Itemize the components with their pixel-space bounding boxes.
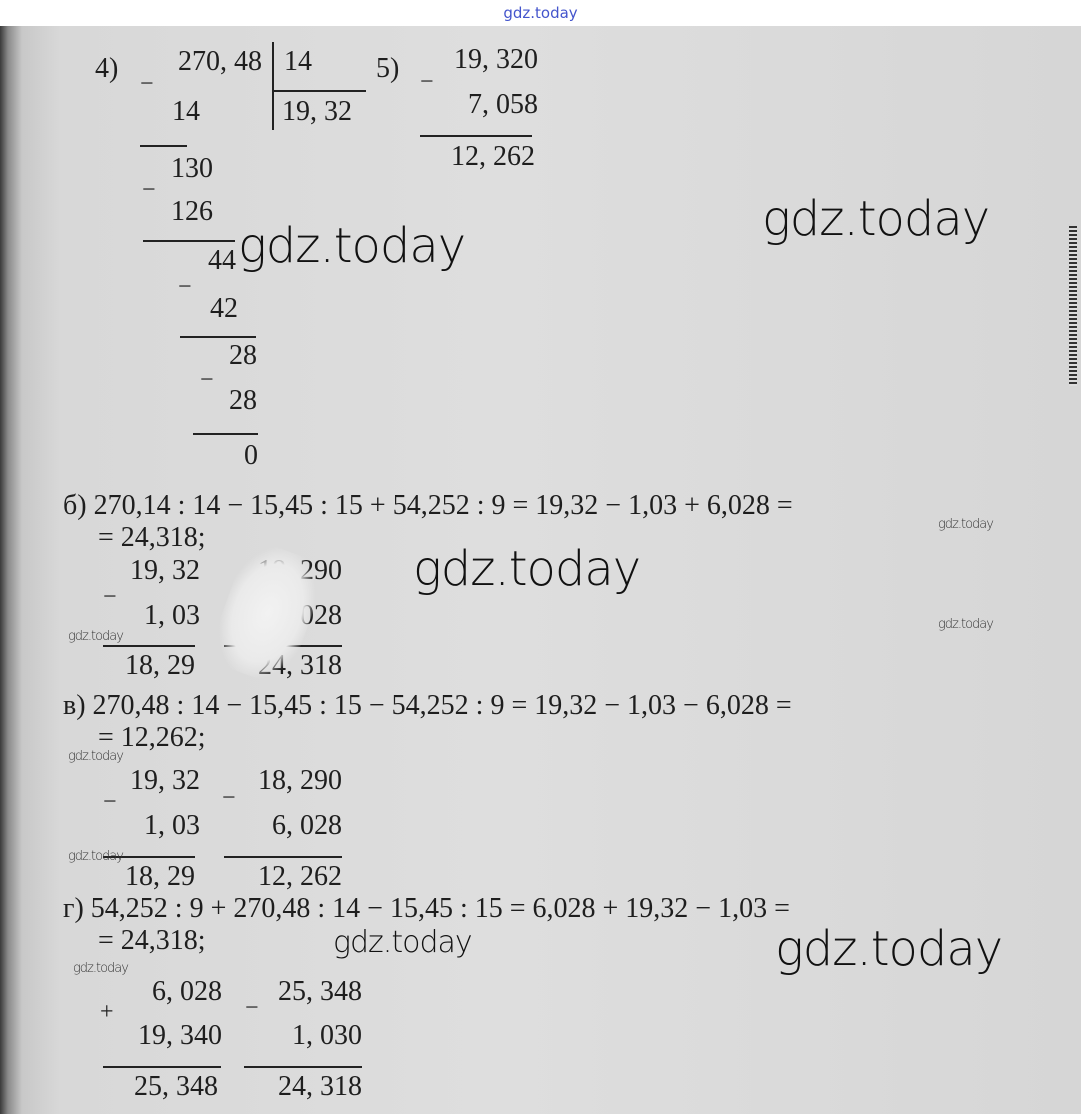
watermark: gdz.today	[938, 517, 994, 532]
part5-label: 5)	[376, 53, 400, 84]
divisor-line	[274, 90, 366, 92]
column-value: 1, 030	[292, 1020, 362, 1051]
subtrahend: 7, 058	[468, 89, 538, 120]
watermark: gdz.today	[775, 921, 1003, 977]
equation-v-line2: = 12,262;	[98, 722, 206, 753]
column-value: 18, 29	[125, 861, 195, 892]
minus-sign: −	[420, 69, 434, 95]
watermark: gdz.today	[68, 629, 124, 644]
column-value: 25, 348	[134, 1071, 218, 1102]
quotient: 19, 32	[282, 96, 352, 127]
column-value: 19, 32	[130, 765, 200, 796]
column-value: 6, 028	[272, 810, 342, 841]
division-step: 28	[229, 385, 257, 416]
page-edge-binding	[1069, 226, 1077, 386]
dividend: 270, 48	[178, 46, 262, 77]
division-line	[193, 433, 258, 435]
sum-line	[103, 1066, 221, 1068]
watermark: gdz.today	[413, 541, 641, 597]
division-step: 130	[171, 153, 213, 184]
plus-sign: +	[100, 999, 114, 1025]
equation-g-line1: г) 54,252 : 9 + 270,48 : 14 − 15,45 : 15…	[63, 893, 790, 924]
minus-sign: −	[200, 367, 214, 393]
division-step: 126	[171, 196, 213, 227]
minus-sign: −	[245, 995, 259, 1021]
divisor: 14	[284, 46, 312, 77]
equation-b-line1: б) 270,14 : 14 − 15,45 : 15 + 54,252 : 9…	[63, 490, 793, 521]
column-value: 1, 03	[144, 600, 200, 631]
division-step: 44	[208, 245, 236, 276]
difference: 12, 262	[451, 141, 535, 172]
column-value: 19, 340	[138, 1020, 222, 1051]
sum-line	[103, 856, 195, 858]
column-value: 25, 348	[278, 976, 362, 1007]
division-step: 14	[172, 96, 200, 127]
minus-sign: −	[140, 71, 154, 97]
site-watermark-header: gdz.today	[503, 4, 578, 22]
division-step: 42	[210, 293, 238, 324]
division-bar	[272, 42, 274, 130]
watermark: gdz.today	[238, 218, 466, 274]
division-step: 28	[229, 340, 257, 371]
minus-sign: −	[222, 785, 236, 811]
division-line	[180, 336, 256, 338]
watermark: gdz.today	[68, 849, 124, 864]
watermark: gdz.today	[333, 925, 473, 960]
watermark: gdz.today	[938, 617, 994, 632]
sum-line	[244, 1066, 362, 1068]
equation-b-line2: = 24,318;	[98, 522, 206, 553]
column-value: 18, 290	[258, 765, 342, 796]
sum-line	[420, 135, 532, 137]
equation-g-line2: = 24,318;	[98, 925, 206, 956]
division-line	[140, 145, 187, 147]
column-value: 24, 318	[278, 1071, 362, 1102]
sum-line	[103, 645, 195, 647]
watermark: gdz.today	[73, 961, 129, 976]
minus-sign: −	[142, 177, 156, 203]
equation-v-line1: в) 270,48 : 14 − 15,45 : 15 − 54,252 : 9…	[63, 690, 792, 721]
minus-sign: −	[103, 789, 117, 815]
column-value: 19, 32	[130, 555, 200, 586]
textbook-page	[0, 26, 1081, 1114]
column-value: 1, 03	[144, 810, 200, 841]
watermark: gdz.today	[68, 749, 124, 764]
minus-sign: −	[103, 584, 117, 610]
part4-label: 4)	[95, 53, 119, 84]
minus-sign: −	[178, 274, 192, 300]
division-line	[143, 240, 235, 242]
column-value: 12, 262	[258, 861, 342, 892]
division-step: 0	[244, 440, 258, 471]
watermark: gdz.today	[762, 191, 990, 247]
column-value: 18, 29	[125, 650, 195, 681]
sum-line	[224, 856, 342, 858]
minuend: 19, 320	[454, 44, 538, 75]
column-value: 6, 028	[152, 976, 222, 1007]
